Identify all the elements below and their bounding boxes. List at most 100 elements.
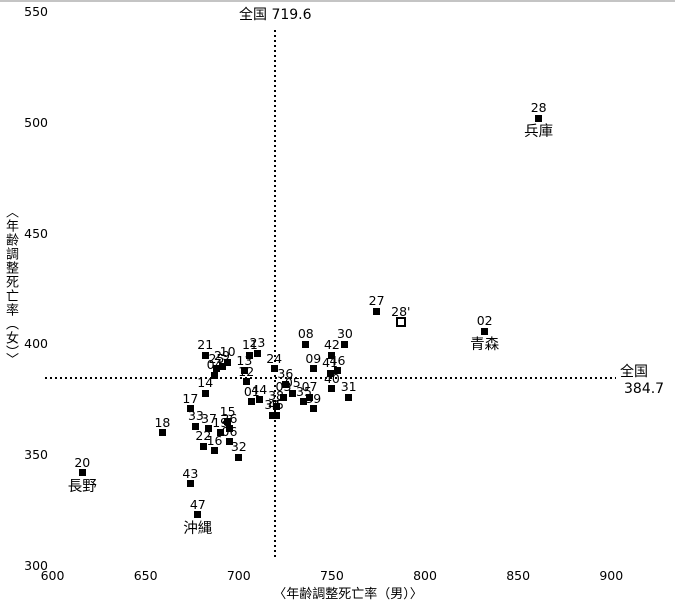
data-point-24 [270,365,278,373]
x-tick-label: 750 [319,568,344,583]
data-point-33 [192,422,200,430]
data-point-44 [255,396,263,404]
data-point-code-label: 02 [476,313,493,328]
data-point-19 [216,429,224,437]
prefecture-name-label: 兵庫 [524,124,554,141]
data-point-46 [333,367,341,375]
data-point-35 [300,398,308,406]
x-tick-label: 700 [226,568,251,583]
data-point-code-label: 37 [201,410,217,426]
data-point-22 [199,442,207,450]
national-female-reference-line [45,377,616,380]
data-point-code-label: 25 [208,350,225,366]
data-point-31 [345,393,353,401]
data-point-code-label: 38 [268,388,284,404]
data-point-08 [302,340,310,348]
data-point-code-label: 36 [277,366,294,382]
window-top-edge [0,0,675,2]
data-point-code-label: 17 [182,390,199,406]
x-tick-label: 800 [413,568,437,583]
data-point-code-label: 31 [340,379,357,395]
national-male-reference-line [274,30,277,560]
x-axis-title: 〈年齢調整死亡率（男）〉 [273,587,423,602]
data-point-code-label: 24 [266,350,283,366]
data-point-41 [326,369,334,377]
data-point-01 [248,398,256,406]
data-point-45 [272,411,280,419]
national-male-line-label: 全国 719.6 [239,7,312,23]
y-tick-label: 300 [24,557,48,573]
data-point-28 [535,114,543,122]
x-tick-label: 650 [133,568,158,583]
data-point-code-label: 43 [182,465,199,481]
data-point-11 [246,351,254,359]
x-tick-label: 600 [40,568,65,583]
data-point-code-label: 13 [236,352,253,368]
prefecture-name-label: 青森 [470,337,500,353]
data-point-12 [242,378,250,386]
data-point-38 [272,402,280,410]
data-point-03 [279,393,287,401]
data-point-14 [201,389,209,397]
data-point-47 [194,511,202,519]
data-point-25 [212,365,220,373]
data-point-32 [235,453,243,461]
data-point-code-label: 14 [197,375,214,391]
data-point-code-label: 01 [243,383,260,399]
data-point-06 [225,438,233,446]
data-point-10 [224,358,232,366]
x-tick-label: 900 [599,568,624,583]
data-point-code-label: 32 [230,439,247,455]
data-point-code-label: 10 [219,344,236,360]
data-point-code-label: 16 [206,432,223,448]
x-tick-label: 850 [506,568,531,583]
data-point-code-label: 47 [189,496,206,512]
data-point-23 [253,349,261,357]
data-point-code-label: 30 [336,326,353,342]
data-point-40 [328,385,336,393]
data-point-15 [224,418,232,426]
data-point-code-label: 45 [268,397,284,413]
data-point-16 [211,447,219,455]
data-point-02 [481,327,489,335]
data-point-34 [268,411,276,419]
data-point-code-label: 33 [187,408,204,424]
data-point-13 [240,367,248,375]
data-point-39 [309,405,317,413]
y-tick-label: 350 [24,447,48,463]
data-point-43 [186,480,194,488]
data-point-21 [201,351,209,359]
data-point-37 [205,425,213,432]
national-female-line-label: 全国 384.7 [620,364,675,398]
data-point-code-label: 15 [219,403,236,419]
prefecture-name-label: 沖縄 [183,520,213,537]
y-tick-label: 450 [24,225,48,241]
y-tick-label: 500 [24,114,48,130]
data-point-26 [225,425,233,432]
data-point-20 [78,469,86,477]
data-point-07 [306,393,314,401]
data-point-code-label: 42 [323,337,340,353]
data-point-code-label: 28 [530,100,547,116]
data-point-27 [373,307,381,315]
data-point-29 [218,362,226,370]
data-point-code-label: 46 [329,352,346,368]
data-point-code-label: 28' [391,304,411,320]
data-point-code-label: 22 [195,428,212,444]
data-point-code-label: 39 [305,390,322,406]
national-female-label-text: 全国 [620,364,648,381]
data-point-05 [289,389,297,397]
y-axis-title: 〈年齢調整死亡率（女）〉 [3,205,18,367]
y-tick-label: 550 [24,3,48,19]
data-point-code-label: 29 [214,348,230,364]
data-point-42 [328,351,336,359]
national-female-label-value: 384.7 [624,381,665,398]
prefecture-name-label: 長野 [67,478,97,495]
data-point-04 [211,371,219,379]
data-point-code-label: 18 [154,414,171,430]
data-point-code-label: 26 [221,410,238,426]
data-point-36 [281,380,289,388]
data-point-17 [186,405,194,413]
